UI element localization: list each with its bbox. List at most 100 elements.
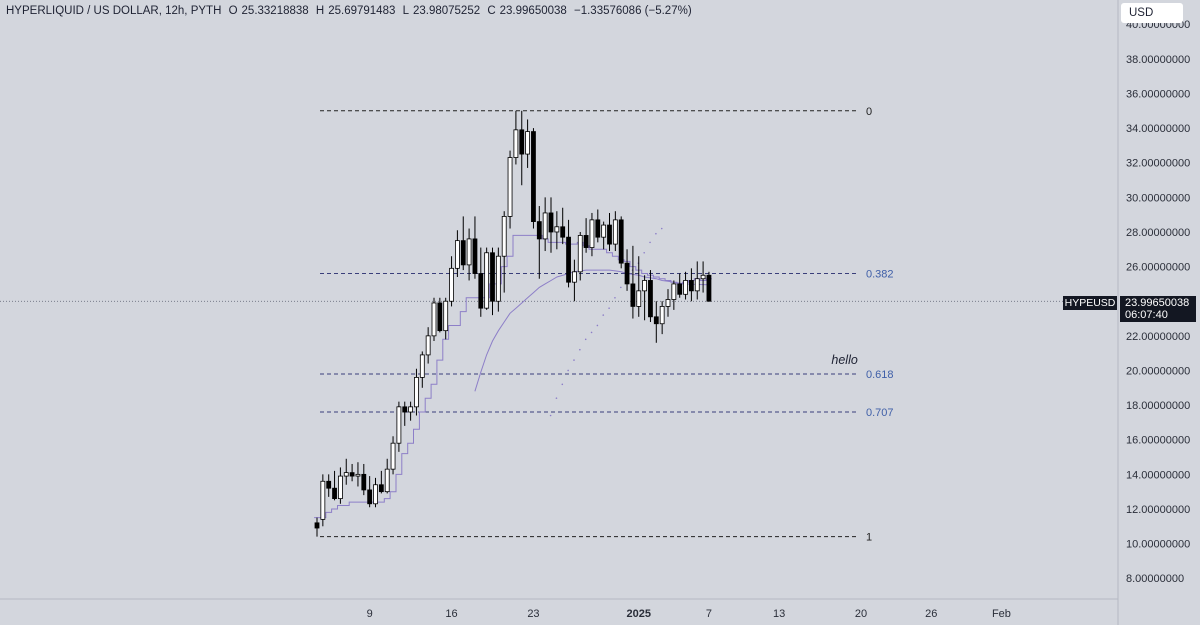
candle-body xyxy=(390,442,396,470)
last-price-value: 23.99650038 xyxy=(1125,297,1190,309)
currency-selector[interactable]: USD xyxy=(1121,3,1183,23)
dotted-indicator-point xyxy=(549,414,552,417)
dotted-indicator-point xyxy=(567,369,569,372)
candle-body xyxy=(431,302,437,337)
candle-body xyxy=(659,306,665,325)
candle-body xyxy=(548,212,554,233)
y-tick-label: 20.00000000 xyxy=(1126,365,1190,377)
candle-body xyxy=(601,224,607,238)
candle-body xyxy=(384,468,390,493)
y-tick-label: 28.00000000 xyxy=(1126,227,1190,239)
symbol-price-tag: HYPEUSD xyxy=(1063,296,1117,310)
candle-body xyxy=(454,240,460,269)
candle-body xyxy=(624,262,630,285)
dotted-indicator-point xyxy=(590,331,593,334)
candle-body xyxy=(425,335,431,356)
candle-body xyxy=(665,299,671,307)
dotted-indicator-point xyxy=(561,383,564,386)
legend-open: 25.33218838 xyxy=(241,5,309,17)
x-tick-label: 26 xyxy=(925,608,937,620)
x-tick-label: 2025 xyxy=(627,608,651,620)
fib-level-label: 0.707 xyxy=(866,407,894,419)
candle-body xyxy=(554,226,560,233)
dotted-indicator-point xyxy=(620,286,622,289)
candle-body xyxy=(495,255,501,302)
candle-body xyxy=(314,522,320,529)
dotted-indicator-point xyxy=(596,324,599,327)
candle-body xyxy=(630,283,636,307)
chart-annotation: hello xyxy=(831,353,857,367)
legend-high: 25.69791483 xyxy=(328,5,396,17)
x-tick-label: 13 xyxy=(773,608,785,620)
candle-body xyxy=(683,280,688,295)
candle-body xyxy=(566,236,571,283)
last-price-tag: 23.99650038 06:07:40 xyxy=(1120,296,1196,322)
legend-high-label: H xyxy=(315,5,325,17)
candle-body xyxy=(689,280,694,292)
candle-body xyxy=(343,472,349,477)
x-tick-label: 16 xyxy=(445,608,457,620)
candle-body xyxy=(396,406,402,444)
candle-body xyxy=(589,219,595,248)
x-tick-label: 20 xyxy=(855,608,867,620)
candle-body xyxy=(525,131,530,155)
candle-body xyxy=(577,235,583,273)
x-tick-label: 23 xyxy=(527,608,539,620)
candle-body xyxy=(472,238,478,274)
x-tick-label: 9 xyxy=(367,608,373,620)
dotted-indicator-point xyxy=(649,241,651,244)
candle-body xyxy=(607,224,612,245)
step-indicator-line xyxy=(314,234,712,519)
fib-level-label: 0.618 xyxy=(866,369,894,381)
fib-level-label: 1 xyxy=(866,532,872,544)
x-tick-label: 7 xyxy=(706,608,712,620)
candle-body xyxy=(367,489,373,505)
y-tick-label: 14.00000000 xyxy=(1126,469,1190,481)
candle-body xyxy=(513,129,519,158)
dotted-indicator-point xyxy=(602,314,605,316)
candle-body xyxy=(531,131,536,222)
moving-average-line xyxy=(474,269,710,392)
dotted-indicator-point xyxy=(643,251,645,254)
candle-body xyxy=(490,252,495,302)
candle-body xyxy=(460,240,466,266)
candle-body xyxy=(402,406,408,413)
candle-body xyxy=(501,216,507,257)
candle-body xyxy=(560,226,566,238)
candle-body xyxy=(583,235,589,248)
dotted-indicator-point xyxy=(584,338,587,341)
candle-body xyxy=(595,219,601,238)
dotted-indicator-point xyxy=(655,232,657,235)
candle-body xyxy=(648,280,653,318)
legend-close-label: C xyxy=(487,5,496,17)
candle-body xyxy=(536,221,542,240)
candle-body xyxy=(478,273,484,309)
candle-body xyxy=(361,473,367,491)
candle-body xyxy=(618,219,624,264)
y-tick-label: 10.00000000 xyxy=(1126,539,1190,551)
legend-low-label: L xyxy=(402,5,409,17)
fib-level-label: 0 xyxy=(866,106,872,118)
legend-low: 23.98075252 xyxy=(412,5,481,17)
candle-body xyxy=(694,278,700,292)
y-tick-label: 36.00000000 xyxy=(1126,88,1190,100)
dotted-indicator-point xyxy=(660,227,663,230)
dotted-indicator-point xyxy=(614,296,616,299)
candle-body xyxy=(653,316,659,325)
candle-body xyxy=(612,219,618,245)
legend-symbol: HYPERLIQUID / US DOLLAR, 12h, PYTH xyxy=(6,5,222,17)
candle-body xyxy=(572,271,577,283)
candle-body xyxy=(671,283,677,300)
candle-body xyxy=(636,290,642,307)
candle-body xyxy=(378,484,384,493)
candle-body xyxy=(542,212,548,240)
y-tick-label: 34.00000000 xyxy=(1126,123,1190,135)
y-tick-label: 30.00000000 xyxy=(1126,192,1190,204)
candle-body xyxy=(408,406,414,413)
fib-level-label: 0.382 xyxy=(866,269,894,281)
candle-body xyxy=(320,480,326,520)
candle-body xyxy=(355,473,361,477)
candle-body xyxy=(349,472,355,477)
